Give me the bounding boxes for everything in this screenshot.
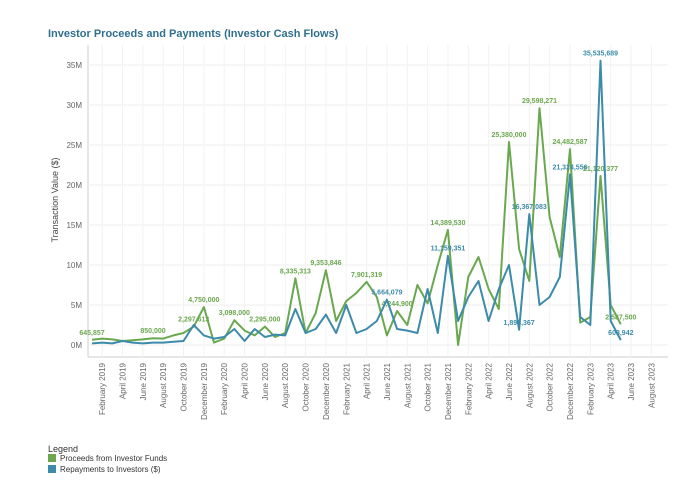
x-tick-label: April 2022 — [485, 362, 494, 399]
y-tick-label: 5M — [71, 301, 82, 310]
data-label: 1,898,367 — [504, 320, 535, 327]
data-label: 0 — [456, 335, 460, 342]
x-tick-label: December 2020 — [322, 362, 331, 419]
x-tick-label: August 2023 — [647, 362, 656, 407]
x-tick-label: June 2022 — [505, 362, 514, 400]
y-tick-label: 15M — [66, 221, 82, 230]
data-label: 16,367,083 — [512, 204, 547, 211]
data-label: 14,389,530 — [430, 220, 465, 227]
data-label: 2,295,000 — [249, 317, 280, 324]
data-label: 8,335,313 — [280, 268, 311, 275]
legend-swatch — [48, 465, 56, 473]
x-tick-label: April 2020 — [241, 362, 250, 399]
data-label: 25,380,000 — [491, 132, 526, 139]
x-tick-label: June 2020 — [261, 362, 270, 400]
data-label: 11,159,351 — [431, 246, 466, 253]
series-line — [91, 107, 622, 346]
data-label: 645,857 — [79, 330, 104, 337]
x-tick-label: February 2020 — [220, 362, 229, 415]
y-tick-label: 10M — [66, 261, 82, 270]
data-label: 5,664,079 — [371, 290, 402, 297]
legend-title: Legend — [48, 444, 78, 454]
x-tick-label: December 2019 — [200, 362, 209, 419]
x-tick-label: February 2023 — [586, 362, 595, 415]
x-tick-label: February 2021 — [342, 362, 351, 415]
y-axis-title: Transaction Value ($) — [50, 157, 60, 242]
data-label: 29,598,271 — [522, 98, 557, 105]
data-label: 35,535,689 — [583, 51, 618, 58]
legend-label: Repayments to Investors ($) — [60, 465, 161, 474]
x-tick-label: June 2019 — [139, 362, 148, 400]
x-tick-label: June 2023 — [627, 362, 636, 400]
x-tick-label: December 2022 — [566, 362, 575, 419]
y-tick-label: 35M — [66, 61, 82, 70]
x-tick-label: February 2019 — [98, 362, 107, 415]
data-label: 2,587,500 — [605, 314, 636, 321]
data-label: 850,000 — [140, 328, 165, 335]
data-label: 7,901,319 — [351, 272, 382, 279]
x-tick-label: April 2021 — [363, 362, 372, 399]
data-label: 4,244,900 — [382, 301, 413, 308]
x-tick-label: August 2021 — [403, 362, 412, 407]
x-tick-label: October 2020 — [302, 362, 311, 411]
x-tick-label: December 2021 — [444, 362, 453, 419]
x-tick-label: April 2019 — [119, 362, 128, 399]
x-tick-label: August 2019 — [159, 362, 168, 407]
data-label: 21,324,556 — [552, 164, 587, 171]
x-tick-label: October 2022 — [546, 362, 555, 411]
data-label: 21,120,377 — [583, 166, 618, 173]
legend-swatch — [48, 454, 56, 462]
data-label: 3,098,000 — [219, 310, 250, 317]
y-tick-label: 25M — [66, 141, 82, 150]
data-label: 24,482,587 — [552, 139, 587, 146]
x-tick-label: February 2022 — [464, 362, 473, 415]
x-tick-label: August 2020 — [281, 362, 290, 407]
y-tick-label: 0M — [71, 341, 82, 350]
data-label: 2,297,613 — [178, 317, 209, 324]
data-label: 4,750,000 — [188, 297, 219, 304]
x-tick-label: August 2022 — [525, 362, 534, 407]
data-label: 9,353,846 — [310, 260, 341, 267]
x-tick-label: October 2021 — [424, 362, 433, 411]
chart-title: Investor Proceeds and Payments (Investor… — [48, 28, 339, 40]
x-tick-label: April 2023 — [607, 362, 616, 399]
y-tick-label: 20M — [66, 181, 82, 190]
data-label: 608,942 — [608, 330, 633, 337]
legend-label: Proceeds from Investor Funds — [60, 454, 167, 463]
x-tick-label: June 2021 — [383, 362, 392, 400]
series-line — [91, 59, 622, 345]
x-tick-label: October 2019 — [180, 362, 189, 411]
y-tick-label: 30M — [66, 101, 82, 110]
